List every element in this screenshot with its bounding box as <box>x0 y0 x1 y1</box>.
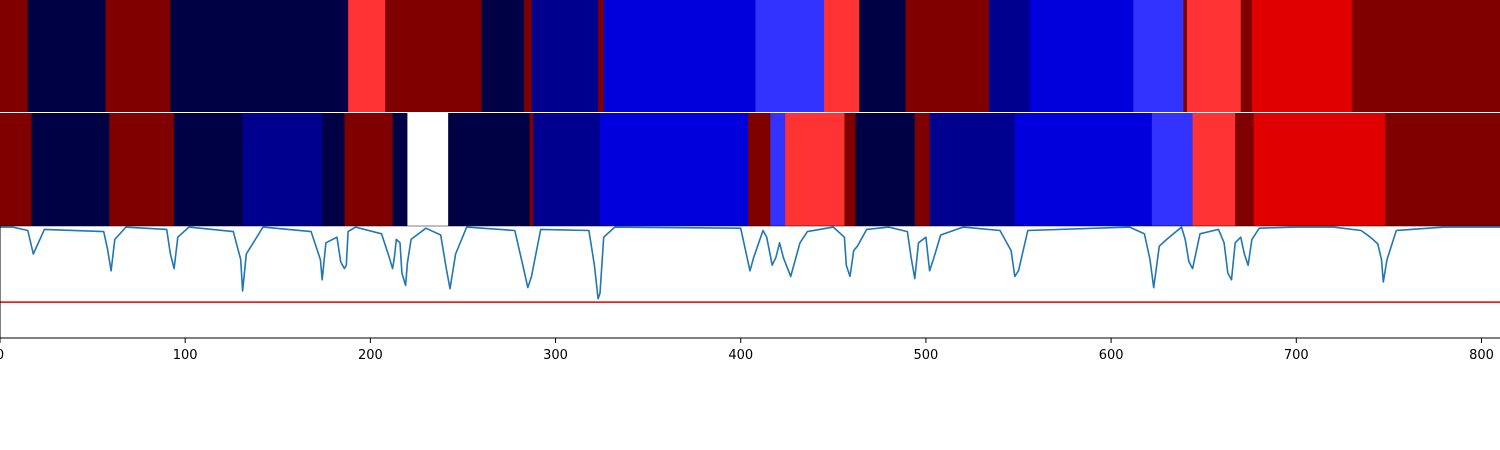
row-1-segment-13 <box>859 0 907 112</box>
row-1-segment-6 <box>481 0 525 112</box>
row-2-segment-10 <box>529 113 534 226</box>
row-1-segment-18 <box>1183 0 1188 112</box>
x-tick-label: 800 <box>1469 348 1494 363</box>
row-2-segment-12 <box>600 113 749 226</box>
row-2-segment-17 <box>855 113 916 226</box>
row-2-segment-6 <box>344 113 394 226</box>
row-1-segment-11 <box>755 0 825 112</box>
x-tick-label: 700 <box>1284 348 1309 363</box>
row-1-segment-21 <box>1251 0 1353 112</box>
row-2-segment-22 <box>1192 113 1236 226</box>
row-1-segment-3 <box>170 0 349 112</box>
row-2-segment-7 <box>392 113 409 226</box>
row-2-segment-13 <box>748 113 771 226</box>
row-2-segment-21 <box>1151 113 1194 226</box>
row-1-segment-2 <box>105 0 171 112</box>
row-1-segment-9 <box>598 0 605 112</box>
row-2-segment-8 <box>407 113 449 226</box>
row-1-segment-16 <box>1029 0 1134 112</box>
row-1-segment-15 <box>988 0 1031 112</box>
row-1-segment-14 <box>905 0 990 112</box>
row-2-segment-14 <box>770 113 786 226</box>
signal-line <box>0 226 1500 300</box>
row-2-segment-9 <box>448 113 531 226</box>
x-tick-label: 0 <box>0 348 4 363</box>
row-2-segment-16 <box>844 113 857 226</box>
signal-background <box>0 226 1500 338</box>
row-1-segment-19 <box>1187 0 1242 112</box>
row-1-segment-17 <box>1133 0 1184 112</box>
row-1-segment-7 <box>524 0 533 112</box>
row-1-segment-0 <box>0 0 29 112</box>
x-tick-label: 400 <box>728 348 753 363</box>
row-1-segment-12 <box>824 0 860 112</box>
row-1-segment-10 <box>603 0 757 112</box>
x-tick-label: 100 <box>173 348 198 363</box>
row-2-segment-11 <box>533 113 601 226</box>
row-2-segment-1 <box>31 113 110 226</box>
row-2-segment-3 <box>174 113 244 226</box>
row-2-segment-4 <box>242 113 323 226</box>
row-1-segment-1 <box>27 0 107 112</box>
row-2-segment-20 <box>1014 113 1153 226</box>
x-axis: 0 100 200 300 400 500 600 700 800 <box>0 337 1500 363</box>
row-2-segment-15 <box>785 113 846 226</box>
row-1-segment-4 <box>348 0 386 112</box>
row-2-segment-0 <box>0 113 33 226</box>
row-1-segment-22 <box>1351 0 1500 112</box>
row-2-segment-24 <box>1253 113 1386 226</box>
row-1-segment-20 <box>1240 0 1253 112</box>
signal-panel <box>0 225 1500 338</box>
row-2-heatmap <box>0 113 1500 226</box>
row-2-segment-23 <box>1235 113 1255 226</box>
x-tick-label: 300 <box>543 348 568 363</box>
row-2-segment-2 <box>109 113 175 226</box>
row-2-segment-25 <box>1385 113 1500 226</box>
row-1-heatmap <box>0 0 1500 112</box>
row-2-segment-5 <box>322 113 346 226</box>
row-1-segment-8 <box>531 0 599 112</box>
x-tick-label: 500 <box>914 348 939 363</box>
x-tick-label: 600 <box>1099 348 1124 363</box>
row-2-segment-19 <box>929 113 1016 226</box>
row-1-segment-5 <box>385 0 483 112</box>
x-tick-label: 200 <box>358 348 383 363</box>
row-2-segment-18 <box>914 113 931 226</box>
